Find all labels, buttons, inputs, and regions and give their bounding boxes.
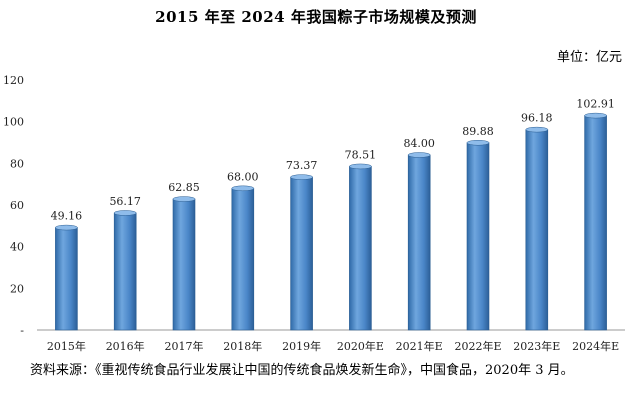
bar-top bbox=[466, 140, 490, 146]
bar bbox=[407, 154, 431, 331]
data-label: 73.37 bbox=[286, 159, 318, 172]
data-label: 84.00 bbox=[403, 137, 435, 150]
bar bbox=[349, 166, 372, 331]
bar-chart: - 20 40 60 80 100 120 49.16 2015年 56.17 2016年 62.8… bbox=[3, 74, 625, 353]
bar bbox=[584, 115, 607, 331]
x-tick-label: 2022年E bbox=[454, 339, 501, 353]
data-label: 89.88 bbox=[462, 125, 494, 138]
data-label: 78.51 bbox=[345, 148, 377, 161]
x-tick-label: 2021年E bbox=[396, 339, 443, 353]
chart-title: 2015 年至 2024 年我国粽子市场规模及预测 bbox=[155, 8, 477, 26]
bar bbox=[172, 198, 196, 331]
y-tick-label: 20 bbox=[10, 282, 24, 295]
x-tick-label: 2016年 bbox=[106, 339, 145, 353]
bar bbox=[525, 129, 549, 331]
x-tick-label: 2020年E bbox=[337, 339, 384, 353]
data-label: 96.18 bbox=[521, 112, 553, 125]
bar-top bbox=[290, 174, 313, 180]
x-tick-label: 2019年 bbox=[282, 339, 321, 353]
x-tick-label: 2017年 bbox=[165, 339, 204, 353]
bar-top bbox=[231, 185, 255, 192]
bar-top bbox=[113, 210, 137, 216]
bar bbox=[55, 227, 78, 331]
data-label: 56.17 bbox=[109, 195, 141, 208]
y-tick-label: 60 bbox=[10, 199, 24, 212]
bar-top bbox=[407, 152, 431, 158]
y-tick-label: 120 bbox=[3, 74, 24, 87]
bar-top bbox=[584, 112, 607, 119]
y-tick-label: 100 bbox=[3, 116, 24, 129]
x-tick-label: 2015年 bbox=[47, 339, 86, 353]
bar-top bbox=[525, 126, 549, 133]
bar-top bbox=[349, 163, 372, 170]
unit-label: 单位：亿元 bbox=[556, 50, 622, 65]
y-tick-label: 40 bbox=[10, 241, 24, 254]
bar bbox=[113, 212, 137, 331]
bar-top bbox=[172, 196, 196, 202]
data-label: 102.91 bbox=[576, 98, 615, 111]
bar bbox=[290, 176, 313, 331]
source-note: 资料来源：《重视传统食品行业发展让中国的传统食品焕发新生命》，中国食品，2020… bbox=[30, 363, 574, 378]
y-tick-label: 80 bbox=[10, 157, 24, 170]
x-tick-label: 2023年E bbox=[513, 339, 560, 353]
data-label: 68.00 bbox=[227, 170, 259, 183]
x-tick-label: 2018年 bbox=[223, 339, 262, 353]
data-label: 62.85 bbox=[168, 181, 200, 194]
y-tick-label: - bbox=[20, 324, 24, 337]
bar bbox=[466, 142, 490, 331]
data-label: 49.16 bbox=[51, 210, 83, 223]
bar-top bbox=[55, 224, 78, 231]
bar bbox=[231, 188, 255, 331]
x-tick-label: 2024年E bbox=[572, 339, 619, 353]
